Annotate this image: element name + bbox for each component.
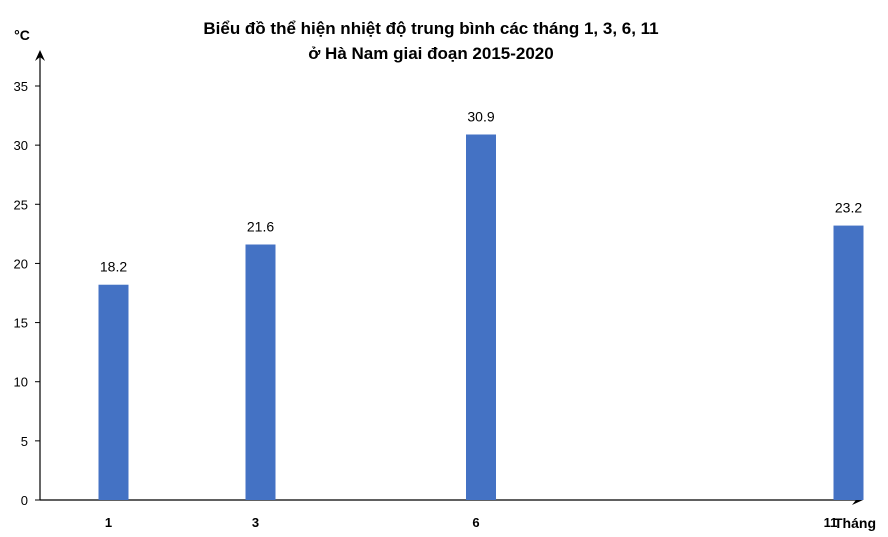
y-tick-label: 15 [14, 316, 28, 331]
bar [98, 284, 129, 500]
y-tick-label: 35 [14, 79, 28, 94]
y-axis-arrow [35, 50, 45, 61]
bar [466, 134, 496, 501]
data-label: 30.9 [467, 108, 494, 124]
data-label: 21.6 [247, 219, 274, 235]
x-tick-label: 11 [824, 515, 838, 530]
plot-area: 0 5 10 15 20 25 30 35 18.2 1 21.6 3 30.9 6 23.2 11 [14, 50, 864, 530]
chart-title-line-1: Biểu đồ thể hiện nhiệt độ trung bình các… [203, 19, 658, 38]
y-tick-label: 20 [14, 256, 28, 271]
bar [245, 244, 276, 500]
data-label: 18.2 [100, 259, 127, 275]
y-tick-label: 5 [21, 434, 28, 449]
y-tick-label: 10 [14, 375, 28, 390]
chart-title-line-2: ở Hà Nam giai đoạn 2015-2020 [308, 44, 553, 63]
bar [833, 225, 864, 500]
data-label: 23.2 [835, 200, 862, 216]
x-tick-label: 3 [252, 515, 259, 530]
y-tick-label: 30 [14, 138, 28, 153]
x-axis-title: Tháng [834, 515, 876, 531]
x-tick-label: 6 [472, 515, 479, 530]
y-tick-label: 0 [21, 493, 28, 508]
x-tick-label: 1 [105, 515, 112, 530]
y-axis-title: °C [14, 27, 30, 43]
y-tick-label: 25 [14, 197, 28, 212]
